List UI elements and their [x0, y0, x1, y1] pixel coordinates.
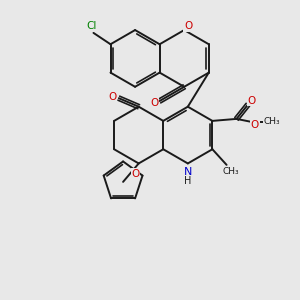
Text: O: O — [250, 120, 259, 130]
Text: O: O — [184, 21, 192, 31]
Text: O: O — [248, 96, 256, 106]
Text: O: O — [108, 92, 116, 102]
Text: CH₃: CH₃ — [264, 117, 280, 126]
Text: O: O — [131, 169, 140, 178]
Text: N: N — [184, 167, 192, 177]
Text: CH₃: CH₃ — [222, 167, 239, 176]
Text: Cl: Cl — [86, 21, 97, 31]
Text: O: O — [150, 98, 158, 108]
Text: H: H — [184, 176, 191, 186]
